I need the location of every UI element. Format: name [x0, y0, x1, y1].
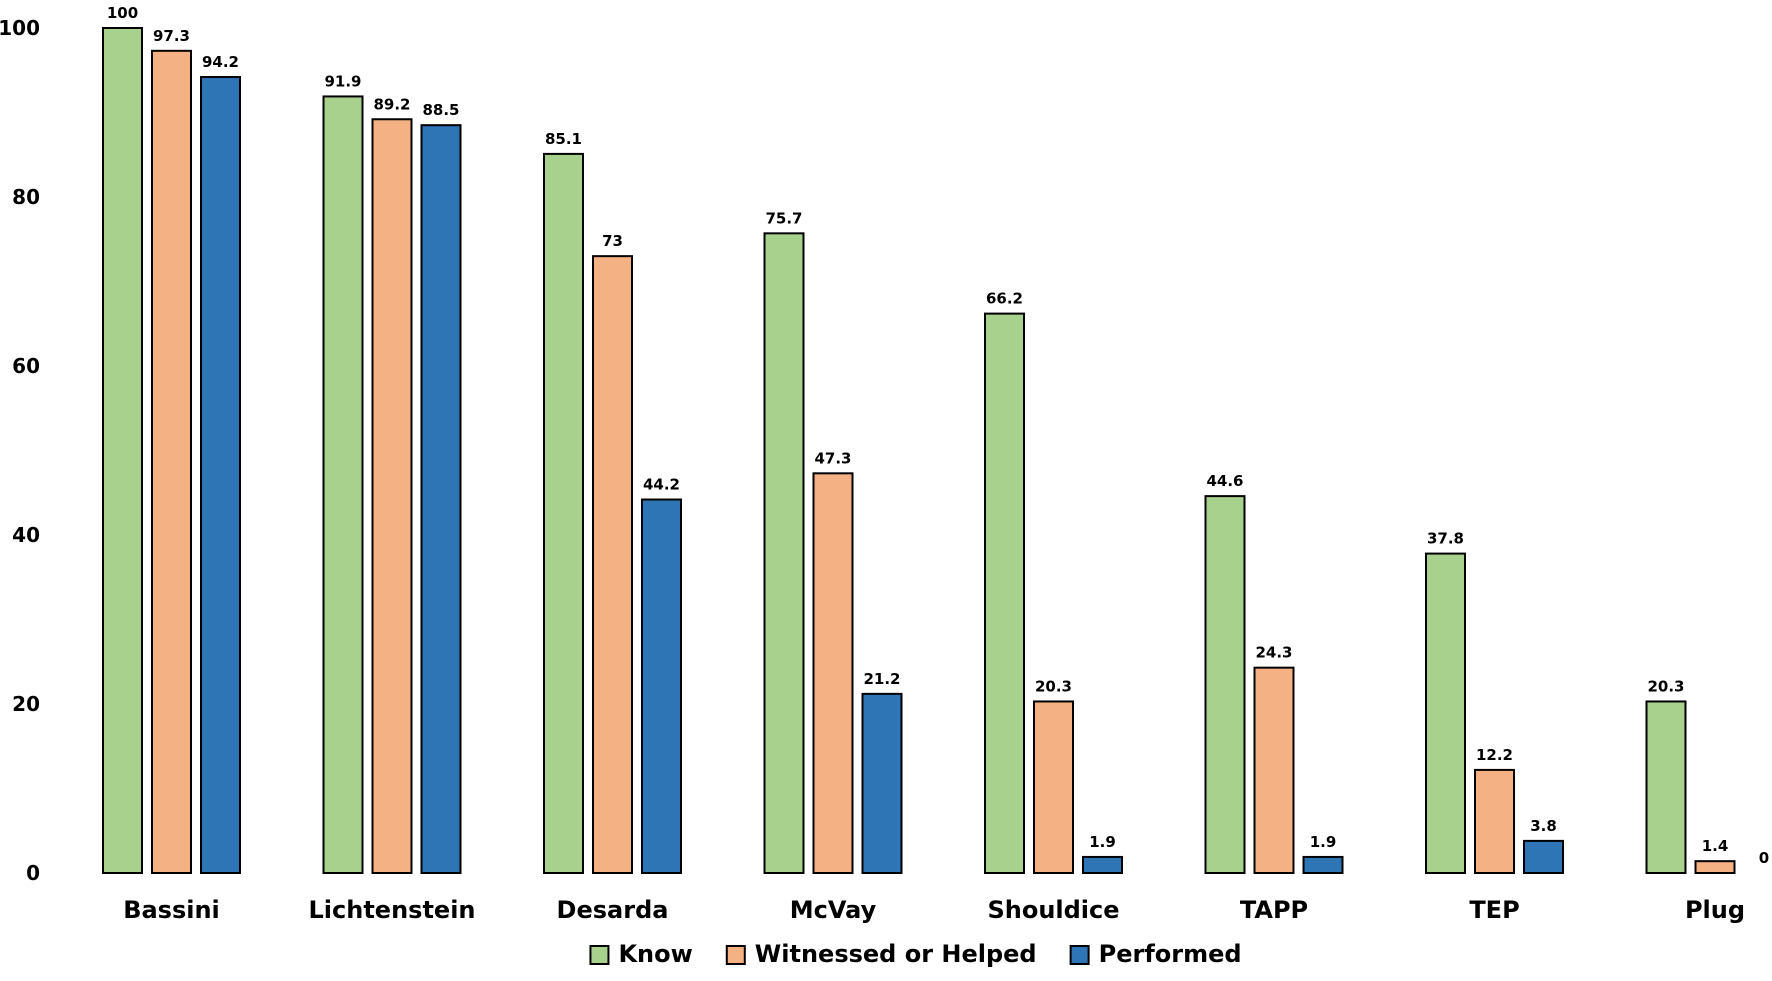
y-tick-label: 80 [12, 185, 40, 209]
data-label: 85.1 [545, 130, 582, 148]
data-label: 1.4 [1702, 837, 1729, 855]
bar-witnessed-or-helped [1694, 860, 1736, 874]
x-tick-label: TEP [1469, 896, 1519, 924]
data-label: 20.3 [1647, 677, 1684, 695]
y-tick-label: 0 [26, 861, 40, 885]
data-label: 1.9 [1310, 833, 1337, 851]
bar-know [984, 312, 1025, 874]
bar-performed [200, 76, 241, 874]
data-label: 21.2 [863, 670, 900, 688]
bar-witnessed-or-helped [812, 472, 854, 874]
legend-label: Know [618, 940, 692, 968]
x-tick-label: Plug [1685, 896, 1745, 924]
x-tick-label: Bassini [123, 896, 220, 924]
bar-witnessed-or-helped [1474, 768, 1515, 874]
data-label: 44.6 [1206, 472, 1243, 490]
x-tick-label: TAPP [1240, 896, 1308, 924]
bar-know [763, 232, 805, 874]
data-label: 37.8 [1427, 530, 1464, 548]
legend-swatch [1069, 945, 1090, 965]
data-label: 47.3 [814, 449, 851, 467]
bar-witnessed-or-helped [1033, 700, 1074, 875]
legend-label: Performed [1099, 940, 1242, 968]
data-label: 3.8 [1530, 817, 1557, 835]
bar-witnessed-or-helped [151, 49, 192, 874]
bar-performed [1523, 839, 1564, 875]
bar-performed [641, 498, 682, 874]
data-label: 24.3 [1255, 644, 1292, 662]
bar-performed [1302, 855, 1344, 875]
bar-know [102, 27, 143, 874]
bar-performed [1082, 855, 1123, 875]
bar-know [1425, 552, 1466, 875]
bar-know [543, 152, 584, 874]
data-label: 0 [1759, 849, 1769, 867]
data-label: 88.5 [422, 101, 459, 119]
x-tick-label: Desarda [557, 896, 669, 924]
x-tick-label: Lichtenstein [308, 896, 475, 924]
bar-know [322, 95, 364, 874]
y-tick-label: 20 [12, 692, 40, 716]
bar-witnessed-or-helped [1253, 666, 1295, 874]
data-label: 94.2 [202, 53, 239, 71]
data-label: 97.3 [153, 27, 190, 45]
bar-performed [420, 124, 462, 875]
data-label: 91.9 [324, 72, 361, 90]
bar-know [1645, 700, 1687, 875]
x-tick-label: McVay [790, 896, 877, 924]
x-tick-label: Shouldice [987, 896, 1119, 924]
bar-know [1204, 495, 1246, 874]
data-label: 20.3 [1035, 677, 1072, 695]
data-label: 1.9 [1089, 833, 1116, 851]
legend-swatch [589, 945, 610, 965]
data-label: 73 [602, 232, 623, 250]
legend-swatch [725, 945, 746, 965]
bar-witnessed-or-helped [371, 118, 413, 874]
y-tick-label: 100 [0, 16, 40, 40]
data-label: 100 [107, 4, 138, 22]
bar-performed [861, 692, 903, 874]
data-label: 89.2 [373, 95, 410, 113]
y-tick-label: 60 [12, 354, 40, 378]
data-label: 44.2 [643, 476, 680, 494]
data-label: 12.2 [1476, 746, 1513, 764]
legend-label: Witnessed or Helped [755, 940, 1037, 968]
data-label: 66.2 [986, 290, 1023, 308]
data-label: 75.7 [765, 209, 802, 227]
y-tick-label: 40 [12, 523, 40, 547]
bar-witnessed-or-helped [592, 255, 633, 874]
